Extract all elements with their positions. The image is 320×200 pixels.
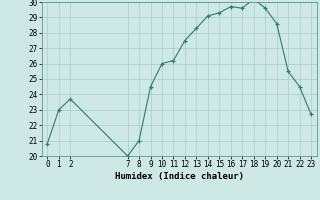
X-axis label: Humidex (Indice chaleur): Humidex (Indice chaleur) xyxy=(115,172,244,181)
